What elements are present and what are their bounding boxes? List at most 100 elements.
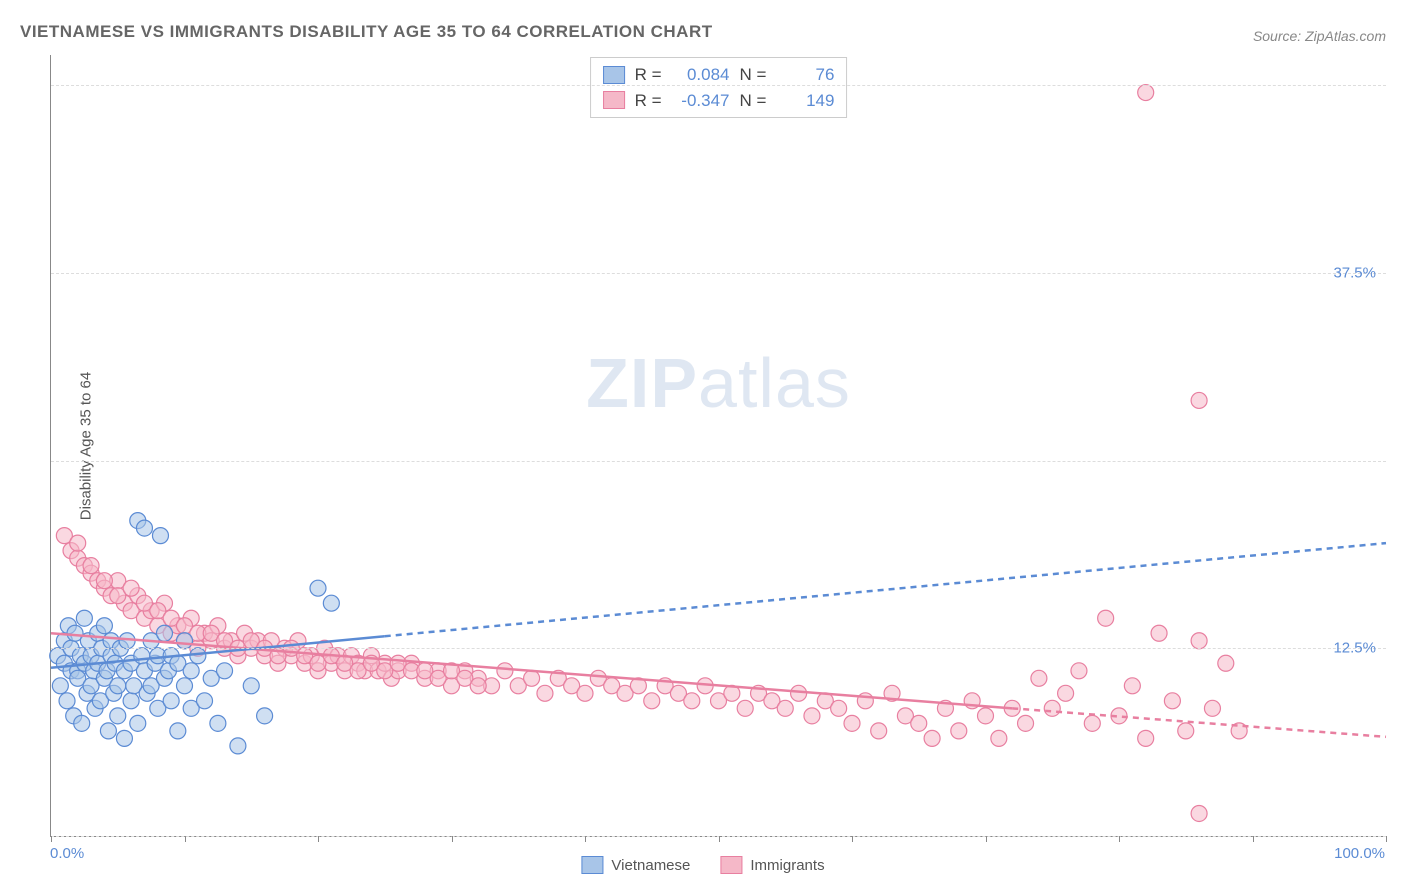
- scatter-point: [978, 708, 994, 724]
- x-tick: [1119, 836, 1120, 842]
- x-tick: [585, 836, 586, 842]
- source-label: Source: ZipAtlas.com: [1253, 28, 1386, 44]
- scatter-point: [470, 678, 486, 694]
- scatter-point: [217, 663, 233, 679]
- scatter-point: [123, 693, 139, 709]
- scatter-point: [110, 708, 126, 724]
- y-tick-label: 37.5%: [1333, 264, 1376, 281]
- scatter-point: [1031, 670, 1047, 686]
- trend-line-dashed: [1012, 708, 1386, 737]
- scatter-point: [52, 678, 68, 694]
- legend-swatch-vietnamese: [581, 856, 603, 874]
- scatter-point: [96, 573, 112, 589]
- scatter-point: [684, 693, 700, 709]
- scatter-point: [310, 580, 326, 596]
- scatter-point: [1071, 663, 1087, 679]
- y-tick-label: 12.5%: [1333, 640, 1376, 657]
- scatter-point: [183, 663, 199, 679]
- scatter-point: [524, 670, 540, 686]
- trend-line-dashed: [385, 543, 1386, 636]
- scatter-point: [76, 610, 92, 626]
- scatter-point: [1124, 678, 1140, 694]
- scatter-point: [163, 693, 179, 709]
- scatter-point: [911, 715, 927, 731]
- x-tick: [452, 836, 453, 842]
- x-tick: [719, 836, 720, 842]
- x-tick: [1253, 836, 1254, 842]
- x-tick: [986, 836, 987, 842]
- gridline-h: [51, 273, 1386, 274]
- scatter-point: [1191, 805, 1207, 821]
- legend-swatch-immigrants: [720, 856, 742, 874]
- bottom-legend: Vietnamese Immigrants: [581, 856, 824, 874]
- scatter-point: [100, 723, 116, 739]
- scatter-point: [951, 723, 967, 739]
- scatter-point: [70, 535, 86, 551]
- scatter-point: [1191, 392, 1207, 408]
- scatter-point: [1191, 633, 1207, 649]
- chart-title: VIETNAMESE VS IMMIGRANTS DISABILITY AGE …: [20, 22, 713, 42]
- scatter-point: [136, 520, 152, 536]
- scatter-point: [577, 685, 593, 701]
- scatter-point: [130, 715, 146, 731]
- scatter-point: [110, 678, 126, 694]
- scatter-point: [924, 730, 940, 746]
- scatter-point: [177, 633, 193, 649]
- legend-label-vietnamese: Vietnamese: [611, 857, 690, 874]
- scatter-point: [96, 618, 112, 634]
- x-tick: [51, 836, 52, 842]
- scatter-point: [1084, 715, 1100, 731]
- scatter-point: [1164, 693, 1180, 709]
- scatter-point: [1218, 655, 1234, 671]
- legend-label-immigrants: Immigrants: [750, 857, 824, 874]
- scatter-point: [152, 528, 168, 544]
- x-tick: [318, 836, 319, 842]
- scatter-point: [190, 648, 206, 664]
- x-tick-label: 100.0%: [1334, 845, 1385, 862]
- x-tick: [1386, 836, 1387, 842]
- scatter-point: [116, 730, 132, 746]
- scatter-point: [1151, 625, 1167, 641]
- scatter-point: [1098, 610, 1114, 626]
- scatter-point: [243, 678, 259, 694]
- scatter-point: [1138, 730, 1154, 746]
- scatter-point: [831, 700, 847, 716]
- scatter-svg: [51, 55, 1386, 836]
- scatter-point: [156, 625, 172, 641]
- scatter-point: [170, 723, 186, 739]
- scatter-point: [1058, 685, 1074, 701]
- gridline-h: [51, 648, 1386, 649]
- x-tick: [852, 836, 853, 842]
- legend-item-vietnamese: Vietnamese: [581, 856, 690, 874]
- scatter-point: [497, 663, 513, 679]
- scatter-point: [197, 693, 213, 709]
- scatter-point: [74, 715, 90, 731]
- scatter-point: [1178, 723, 1194, 739]
- scatter-point: [1138, 85, 1154, 101]
- legend-item-immigrants: Immigrants: [720, 856, 824, 874]
- scatter-point: [1018, 715, 1034, 731]
- scatter-point: [991, 730, 1007, 746]
- scatter-point: [804, 708, 820, 724]
- scatter-point: [123, 580, 139, 596]
- scatter-point: [537, 685, 553, 701]
- chart-plot-area: ZIPatlas R = 0.084 N = 76 R = -0.347 N =…: [50, 55, 1386, 837]
- scatter-point: [59, 693, 75, 709]
- gridline-h: [51, 461, 1386, 462]
- scatter-point: [871, 723, 887, 739]
- scatter-point: [737, 700, 753, 716]
- scatter-point: [257, 708, 273, 724]
- scatter-point: [230, 738, 246, 754]
- scatter-point: [210, 715, 226, 731]
- scatter-point: [844, 715, 860, 731]
- x-tick-label: 0.0%: [50, 845, 84, 862]
- scatter-point: [1044, 700, 1060, 716]
- scatter-point: [644, 693, 660, 709]
- scatter-point: [1204, 700, 1220, 716]
- scatter-point: [777, 700, 793, 716]
- x-tick: [185, 836, 186, 842]
- scatter-point: [83, 558, 99, 574]
- gridline-h: [51, 85, 1386, 86]
- scatter-point: [323, 595, 339, 611]
- scatter-point: [177, 678, 193, 694]
